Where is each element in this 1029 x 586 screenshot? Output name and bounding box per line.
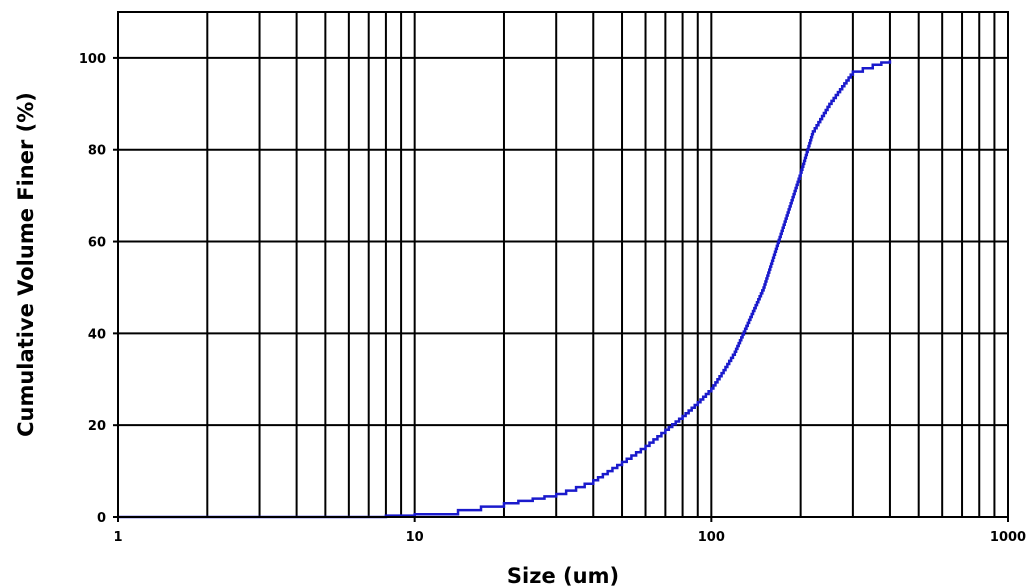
x-tick-label: 1000 [990, 530, 1026, 545]
y-axis-label: Cumulative Volume Finer (%) [14, 92, 38, 437]
cumulative-volume-curve [118, 60, 892, 519]
x-tick-label: 10 [406, 530, 424, 545]
y-tick-label: 100 [79, 52, 106, 67]
grid [118, 12, 1008, 517]
x-tick-label: 100 [698, 530, 725, 545]
tick-labels: 1 10 100 1000 0 20 40 60 80 100 [79, 52, 1026, 545]
x-axis-label: Size (um) [507, 564, 619, 586]
series-layer [118, 60, 892, 519]
y-tick-label: 80 [88, 144, 106, 159]
y-tick-label: 60 [88, 236, 106, 251]
y-tick-label: 40 [88, 327, 106, 342]
plot-frame [117, 11, 1009, 518]
x-tick-label: 1 [113, 530, 122, 545]
y-tick-label: 20 [88, 419, 106, 434]
y-tick-label: 0 [97, 511, 106, 526]
